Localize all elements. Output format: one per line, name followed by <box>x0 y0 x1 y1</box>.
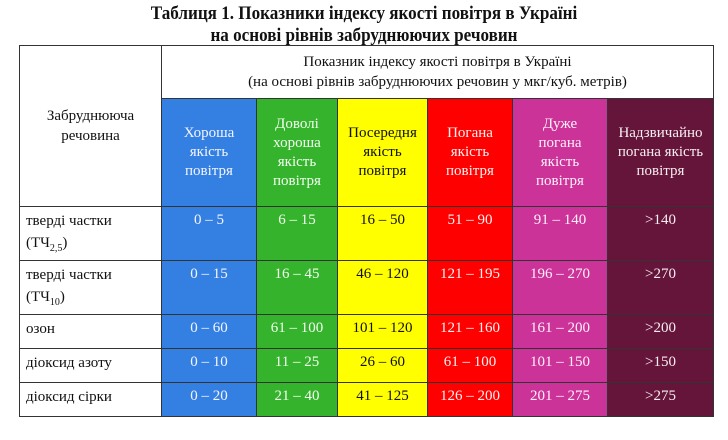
category-header: Доволі хороша якість повітря <box>256 98 338 207</box>
title-line-1: Таблиця 1. Показники індексу якості пові… <box>150 3 578 24</box>
category-label: Дуже погана якість повітря <box>536 115 584 189</box>
range-cell: 11 – 25 <box>256 348 338 383</box>
range-cell: 201 – 275 <box>512 382 608 417</box>
range-cell: >200 <box>607 314 714 349</box>
pollutant-header: Забруднююча речовина <box>19 45 162 207</box>
pollutant-formula: (ТЧ2,5) <box>26 235 68 254</box>
range-cell: 121 – 160 <box>427 314 513 349</box>
category-label: Посередня якість повітря <box>348 125 417 179</box>
range-cell: 196 – 270 <box>512 260 608 315</box>
range-cell: >275 <box>607 382 714 417</box>
range-cell: 101 – 120 <box>337 314 428 349</box>
pollutant-name: діоксид азоту <box>19 348 162 383</box>
table-row: діоксид сірки 0 – 20 21 – 40 41 – 125 126 – … <box>19 382 714 417</box>
range-cell: 121 – 195 <box>427 260 513 315</box>
range-cell: 46 – 120 <box>337 260 428 315</box>
category-label: Хороша якість повітря <box>183 125 235 179</box>
range-cell: 126 – 200 <box>427 382 513 417</box>
category-header: Погана якість повітря <box>427 98 513 207</box>
range-cell: 51 – 90 <box>427 206 513 261</box>
range-cell: 91 – 140 <box>512 206 608 261</box>
table-row: тверді частки (ТЧ10) 0 – 15 16 – 45 46 – 120… <box>19 260 714 315</box>
range-cell: 0 – 10 <box>161 348 257 383</box>
range-cell: 0 – 15 <box>161 260 257 315</box>
index-header-line-2: (на основі рівнів забруднюючих речовин у… <box>248 74 627 90</box>
table-title: Таблиця 1. Показники індексу якості пові… <box>36 3 691 47</box>
range-cell: 161 – 200 <box>512 314 608 349</box>
range-cell: 61 – 100 <box>427 348 513 383</box>
range-cell: >150 <box>607 348 714 383</box>
index-header: Показник індексу якості повітря в Україн… <box>161 45 714 99</box>
table-row: озон 0 – 60 61 – 100 101 – 120 121 – 160 161 … <box>19 314 714 349</box>
category-label: Погана якість повітря <box>446 125 494 179</box>
category-header: Дуже погана якість повітря <box>512 98 608 207</box>
range-cell: 0 – 5 <box>161 206 257 261</box>
pollutant-name: діоксид сірки <box>19 382 162 417</box>
air-quality-table: Забруднююча речовина Показник індексу як… <box>19 45 714 417</box>
range-cell: 16 – 45 <box>256 260 338 315</box>
range-cell: 21 – 40 <box>256 382 338 417</box>
range-cell: 16 – 50 <box>337 206 428 261</box>
pollutant-formula: (ТЧ10) <box>26 289 65 308</box>
pollutant-name: тверді частки (ТЧ2,5) <box>19 206 162 261</box>
range-cell: >270 <box>607 260 714 315</box>
range-cell: >140 <box>607 206 714 261</box>
range-cell: 41 – 125 <box>337 382 428 417</box>
range-cell: 26 – 60 <box>337 348 428 383</box>
table-row: діоксид азоту 0 – 10 11 – 25 26 – 60 61 – 10… <box>19 348 714 383</box>
range-cell: 0 – 20 <box>161 382 257 417</box>
category-label: Доволі хороша якість повітря <box>273 115 321 189</box>
category-header: Посередня якість повітря <box>337 98 428 207</box>
category-label: Надзвичайно погана якість повітря <box>617 125 704 179</box>
range-cell: 101 – 150 <box>512 348 608 383</box>
category-header: Надзвичайно погана якість повітря <box>607 98 714 207</box>
range-cell: 0 – 60 <box>161 314 257 349</box>
pollutant-name: озон <box>19 314 162 349</box>
pollutant-name: тверді частки (ТЧ10) <box>19 260 162 315</box>
title-line-2: на основі рівнів забруднюючих речовин <box>210 25 518 46</box>
index-header-line-1: Показник індексу якості повітря в Україн… <box>303 54 572 70</box>
range-cell: 6 – 15 <box>256 206 338 261</box>
category-header: Хороша якість повітря <box>161 98 257 207</box>
range-cell: 61 – 100 <box>256 314 338 349</box>
